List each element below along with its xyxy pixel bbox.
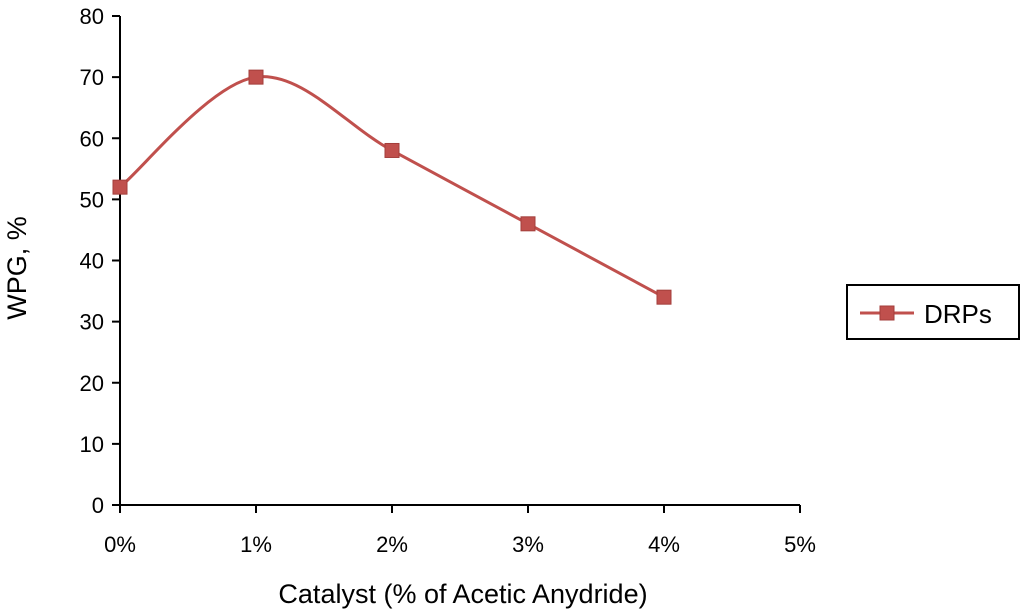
x-tick-label: 3% xyxy=(512,532,544,557)
x-axis-title: Catalyst (% of Acetic Anydride) xyxy=(278,579,647,609)
x-tick-label: 0% xyxy=(104,532,136,557)
series-line-drps xyxy=(119,75,665,299)
y-tick-label: 70 xyxy=(80,65,104,90)
x-tick-label: 5% xyxy=(784,532,816,557)
y-tick-label: 10 xyxy=(80,432,104,457)
x-axis: 0% 1% 2% 3% 4% 5% xyxy=(104,504,816,557)
legend: DRPs xyxy=(846,284,1020,340)
y-axis-title: WPG, % xyxy=(2,216,32,320)
y-tick-label: 50 xyxy=(80,187,104,212)
legend-label-drps: DRPs xyxy=(924,299,992,329)
data-point-drps xyxy=(520,216,536,232)
legend-marker xyxy=(879,305,895,321)
y-tick-label: 0 xyxy=(92,493,104,518)
y-tick-label: 80 xyxy=(80,4,104,29)
y-tick-label: 30 xyxy=(80,310,104,335)
x-tick-label: 4% xyxy=(648,532,680,557)
series-drps xyxy=(112,69,672,305)
y-tick-label: 60 xyxy=(80,126,104,151)
y-axis: 0 10 20 30 40 50 60 70 80 xyxy=(80,4,121,518)
y-tick-label: 40 xyxy=(80,249,104,274)
data-point-drps xyxy=(384,142,400,158)
data-point-drps xyxy=(112,179,128,195)
y-tick-label: 20 xyxy=(80,371,104,396)
x-tick-label: 2% xyxy=(376,532,408,557)
data-point-drps xyxy=(656,289,672,305)
data-point-drps xyxy=(248,69,264,85)
x-tick-label: 1% xyxy=(240,532,272,557)
